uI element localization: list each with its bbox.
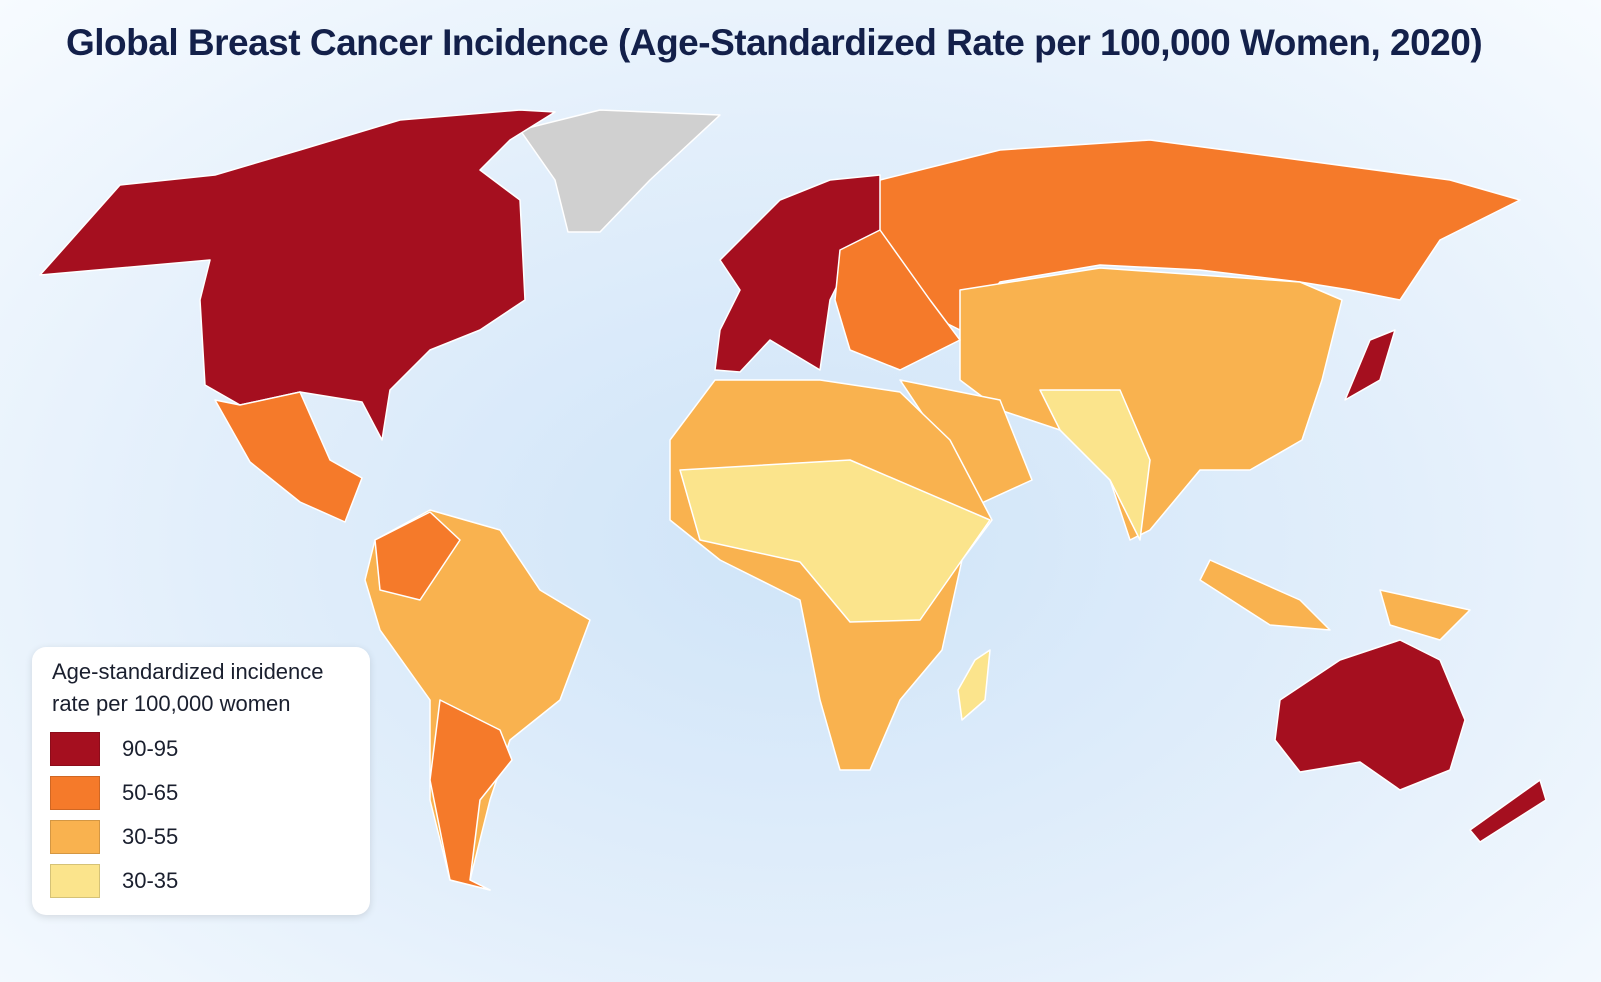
legend-label: 90-95 [122,736,179,761]
legend-label: 30-55 [122,824,179,849]
legend-swatch [50,732,100,766]
madagascar [957,649,991,721]
central-africa [679,459,991,623]
legend-item: 30-35 [50,864,178,898]
asia [959,267,1343,541]
new-guinea [1379,589,1471,641]
north-america [39,109,556,441]
legend-label: 30-35 [122,868,179,893]
southeast-asia [1199,559,1331,631]
andes-north [374,511,461,601]
legend-title: Age-standardized incidence [52,659,324,684]
legend-swatch [50,776,100,810]
legend-swatch [50,820,100,854]
india [1039,389,1151,541]
japan [1344,329,1396,401]
legend-label: 50-65 [122,780,179,805]
new-zealand [1469,779,1547,843]
title: Global Breast Cancer Incidence (Age-Stan… [66,22,1483,63]
greenland [519,109,721,233]
europe [714,174,881,373]
central-america [214,391,363,523]
australia [1274,639,1466,791]
legend-item: 50-65 [50,776,178,810]
legend-item: 30-55 [50,820,178,854]
eastern-europe [834,229,961,371]
legend-title: rate per 100,000 women [52,691,291,716]
legend: Age-standardized incidence rate per 100,… [32,647,370,915]
legend-item: 90-95 [50,732,178,766]
argentina [429,699,513,891]
legend-swatch [50,864,100,898]
south-america [364,509,591,891]
